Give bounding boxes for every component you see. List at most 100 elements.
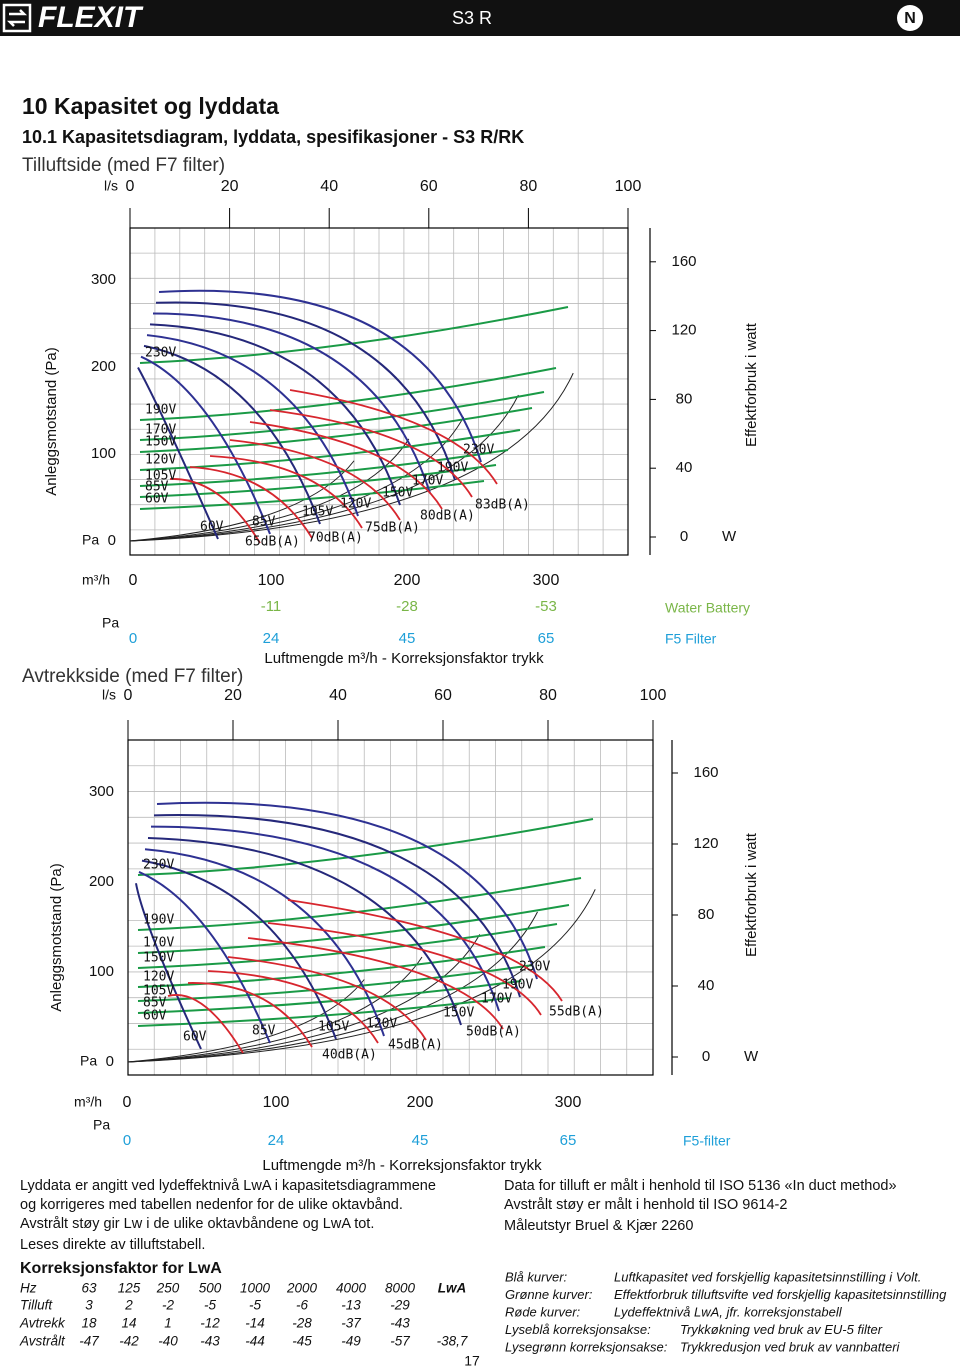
section-title: Tilluftside (med F7 filter) (22, 155, 225, 176)
note-text: Avstrålt støy er målt i henhold til ISO … (504, 1197, 787, 1213)
table-header: 4000 (336, 1281, 367, 1296)
table-cell: Avstrålt (19, 1334, 66, 1349)
fan-label: 60V (143, 1009, 167, 1024)
table-cell: 2 (124, 1298, 133, 1313)
table-cell: -38,7 (437, 1334, 468, 1349)
table-cell: -28 (292, 1316, 312, 1331)
pressure-unit: Pa (80, 1053, 97, 1069)
green-curve (137, 877, 582, 931)
table-cell: -57 (390, 1334, 410, 1349)
table-header: 125 (118, 1281, 141, 1296)
fan-label: 170V (145, 423, 176, 438)
m3h-tick-label: 100 (258, 572, 285, 589)
fan-curve (149, 323, 401, 506)
plot-frame (127, 739, 654, 1076)
m3h-tick-label: 0 (129, 572, 138, 589)
filter-tick-label: 24 (263, 630, 280, 647)
filter-label: F5-filter (683, 1133, 731, 1149)
fan-label: 120V (145, 453, 176, 468)
fan-label: 60V (183, 1030, 207, 1045)
correction-unit: Pa (93, 1117, 110, 1133)
note-text: Avstrålt støy gir Lw i de ulike oktavbån… (20, 1216, 374, 1232)
plot-frame (129, 227, 629, 556)
fan-label: 60V (145, 492, 169, 507)
sound-label: 70dB(A) (308, 531, 363, 546)
water-tick-label: -11 (261, 598, 282, 615)
filter-tick-label: 45 (399, 630, 416, 647)
sound-label: 55dB(A) (549, 1005, 604, 1020)
filter-tick-label: 45 (412, 1132, 429, 1149)
language-badge (897, 5, 923, 31)
table-cell: -29 (390, 1298, 410, 1313)
flow-unit: l/s (102, 687, 116, 703)
system-curve (129, 460, 355, 542)
fan-label: 150V (443, 1006, 474, 1021)
pressure-tick-label: 100 (89, 963, 114, 980)
table-cell: -45 (292, 1334, 312, 1349)
pressure-tick-label: 300 (89, 783, 114, 800)
note-text: Data for tilluft er målt i henhold til I… (504, 1178, 897, 1194)
fan-label: 120V (143, 970, 174, 985)
table-cell: -12 (200, 1316, 220, 1331)
fan-label: 190V (437, 461, 468, 476)
fan-label: 85V (252, 1024, 276, 1039)
power-unit: W (722, 528, 737, 545)
header-bar (0, 0, 960, 36)
power-tick-label: 0 (702, 1048, 710, 1065)
pressure-tick-label: 200 (89, 873, 114, 890)
green-curve (139, 306, 569, 364)
fan-label: 170V (412, 474, 443, 489)
pressure-tick-label: 100 (91, 445, 116, 462)
table-cell: -47 (79, 1334, 99, 1349)
x-axis-label: Luftmengde m³/h - Korreksjonsfaktor tryk… (264, 650, 544, 667)
power-tick-label: 80 (676, 390, 693, 407)
fan-label: 230V (519, 960, 550, 975)
sound-curve (229, 439, 401, 521)
logo-icon (2, 3, 32, 33)
sound-curve (249, 421, 443, 510)
fan-curve (156, 801, 538, 980)
table-cell: 1 (164, 1316, 172, 1331)
pressure-axis-label: Anleggsmotstand (Pa) (43, 347, 60, 495)
table-cell: -14 (245, 1316, 265, 1331)
note-text: og korrigeres med tabellen nedenfor for … (20, 1197, 403, 1213)
sound-label: 75dB(A) (365, 521, 420, 536)
power-tick-label: 120 (671, 322, 696, 339)
fan-label: 190V (145, 403, 176, 418)
fan-label: 85V (143, 996, 167, 1011)
fan-label: 120V (340, 497, 371, 512)
fan-label: 60V (200, 520, 224, 535)
section-title: Avtrekkside (med F7 filter) (22, 666, 243, 687)
fan-label: 230V (145, 346, 176, 361)
flow-tick-label: 20 (221, 178, 239, 195)
legend-text: Luftkapasitet ved forskjellig kapasitets… (614, 1269, 921, 1284)
filter-tick-label: 24 (268, 1132, 285, 1149)
green-curve (139, 391, 545, 441)
flow-tick-label: 0 (124, 687, 133, 704)
fan-curve (137, 366, 219, 540)
fan-curve (153, 814, 521, 998)
flow-tick-label: 60 (434, 687, 452, 704)
system-curve (127, 889, 596, 1063)
m3h-tick-label: 100 (263, 1094, 290, 1111)
filter-tick-label: 65 (538, 630, 555, 647)
sound-label: 83dB(A) (475, 498, 530, 513)
table-cell: -5 (204, 1298, 216, 1313)
table-header: 63 (81, 1281, 97, 1296)
sound-curve (167, 994, 244, 1054)
filter-tick-label: 0 (129, 630, 137, 647)
sound-curve (187, 982, 313, 1048)
legend-term: Røde kurver: (505, 1304, 581, 1319)
water-tick-label: -28 (396, 598, 418, 615)
flow-unit: l/s (104, 178, 118, 194)
flow-tick-label: 60 (420, 178, 438, 195)
sound-label: 80dB(A) (420, 509, 475, 524)
legend-term: Grønne kurver: (505, 1287, 593, 1302)
flow-tick-label: 80 (520, 178, 538, 195)
sound-label: 40dB(A) (322, 1048, 377, 1063)
flow-tick-label: 20 (224, 687, 242, 704)
sound-curve (209, 455, 363, 529)
flow-tick-label: 0 (126, 178, 135, 195)
legend-term: Lysegrønn korreksjonsakse: (505, 1339, 668, 1354)
green-curve (137, 818, 594, 876)
